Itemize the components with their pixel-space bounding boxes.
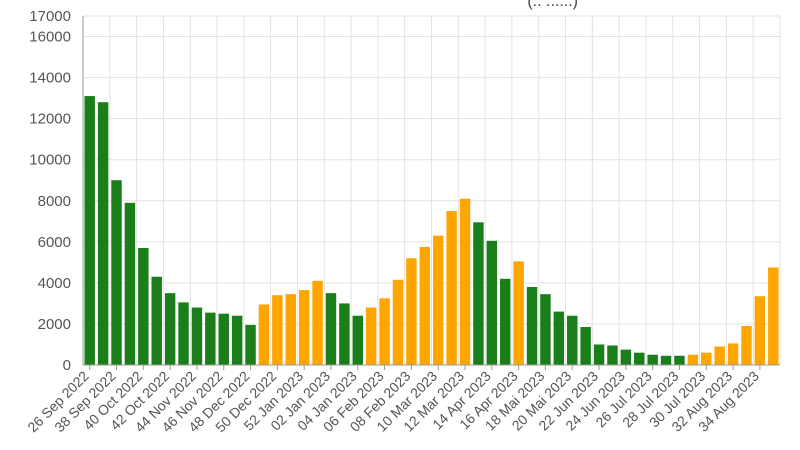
bar xyxy=(379,298,390,365)
y-tick-label: 17000 xyxy=(29,8,71,25)
bar xyxy=(178,302,189,365)
bar xyxy=(151,276,162,365)
bar xyxy=(620,349,632,365)
bar xyxy=(553,311,565,365)
bar xyxy=(727,343,739,365)
bar xyxy=(205,312,216,365)
bar xyxy=(245,324,256,365)
bar xyxy=(138,247,149,365)
bar xyxy=(567,315,578,365)
bar xyxy=(84,96,95,366)
bar xyxy=(191,307,203,365)
bar xyxy=(97,102,109,366)
bar xyxy=(754,296,766,365)
bar xyxy=(768,267,779,365)
bar xyxy=(406,258,417,365)
y-tick-label: 4000 xyxy=(38,275,71,292)
bar-layer xyxy=(84,96,779,366)
bar xyxy=(674,355,685,365)
bar xyxy=(111,180,122,365)
bar xyxy=(459,198,471,365)
bar xyxy=(312,280,323,365)
bar xyxy=(258,304,270,365)
bar xyxy=(446,211,457,365)
bar xyxy=(499,278,511,365)
bar xyxy=(285,294,296,365)
bar xyxy=(365,307,377,365)
bar xyxy=(231,315,243,365)
bar xyxy=(634,352,645,365)
bar xyxy=(392,279,404,365)
bar xyxy=(486,240,498,365)
bar xyxy=(272,295,283,365)
bar xyxy=(298,290,310,365)
bar xyxy=(701,352,712,365)
chart-title: (.. ......) xyxy=(527,0,578,10)
y-tick-label: 12000 xyxy=(29,111,71,128)
bar xyxy=(218,313,229,365)
y-tick-label: 14000 xyxy=(29,70,71,87)
y-tick-label: 16000 xyxy=(29,29,71,46)
y-tick-label: 2000 xyxy=(38,316,71,333)
bar xyxy=(687,354,699,365)
bar xyxy=(647,354,658,365)
bar xyxy=(741,325,752,365)
bar xyxy=(540,294,551,365)
y-tick-label: 10000 xyxy=(29,152,71,169)
bar xyxy=(714,346,725,365)
y-tick-label: 8000 xyxy=(38,193,71,210)
bar xyxy=(607,345,618,365)
bar xyxy=(593,344,605,365)
bar xyxy=(419,246,431,365)
y-tick-label: 0 xyxy=(63,357,71,374)
bar xyxy=(325,293,337,365)
bar xyxy=(513,261,524,365)
bar xyxy=(526,286,538,365)
bar xyxy=(432,235,444,365)
bar xyxy=(580,327,591,365)
y-axis-ticks: 0 2000 4000 6000 8000 10000 12000 14000 16000 170… xyxy=(29,8,71,374)
grid-layer xyxy=(82,15,781,366)
bar xyxy=(660,355,672,365)
bar xyxy=(352,315,364,365)
bar xyxy=(339,303,350,365)
bar xyxy=(164,293,176,365)
bar xyxy=(473,222,484,365)
y-tick-label: 6000 xyxy=(38,234,71,251)
axis-layer xyxy=(82,16,780,366)
bar xyxy=(124,202,136,365)
